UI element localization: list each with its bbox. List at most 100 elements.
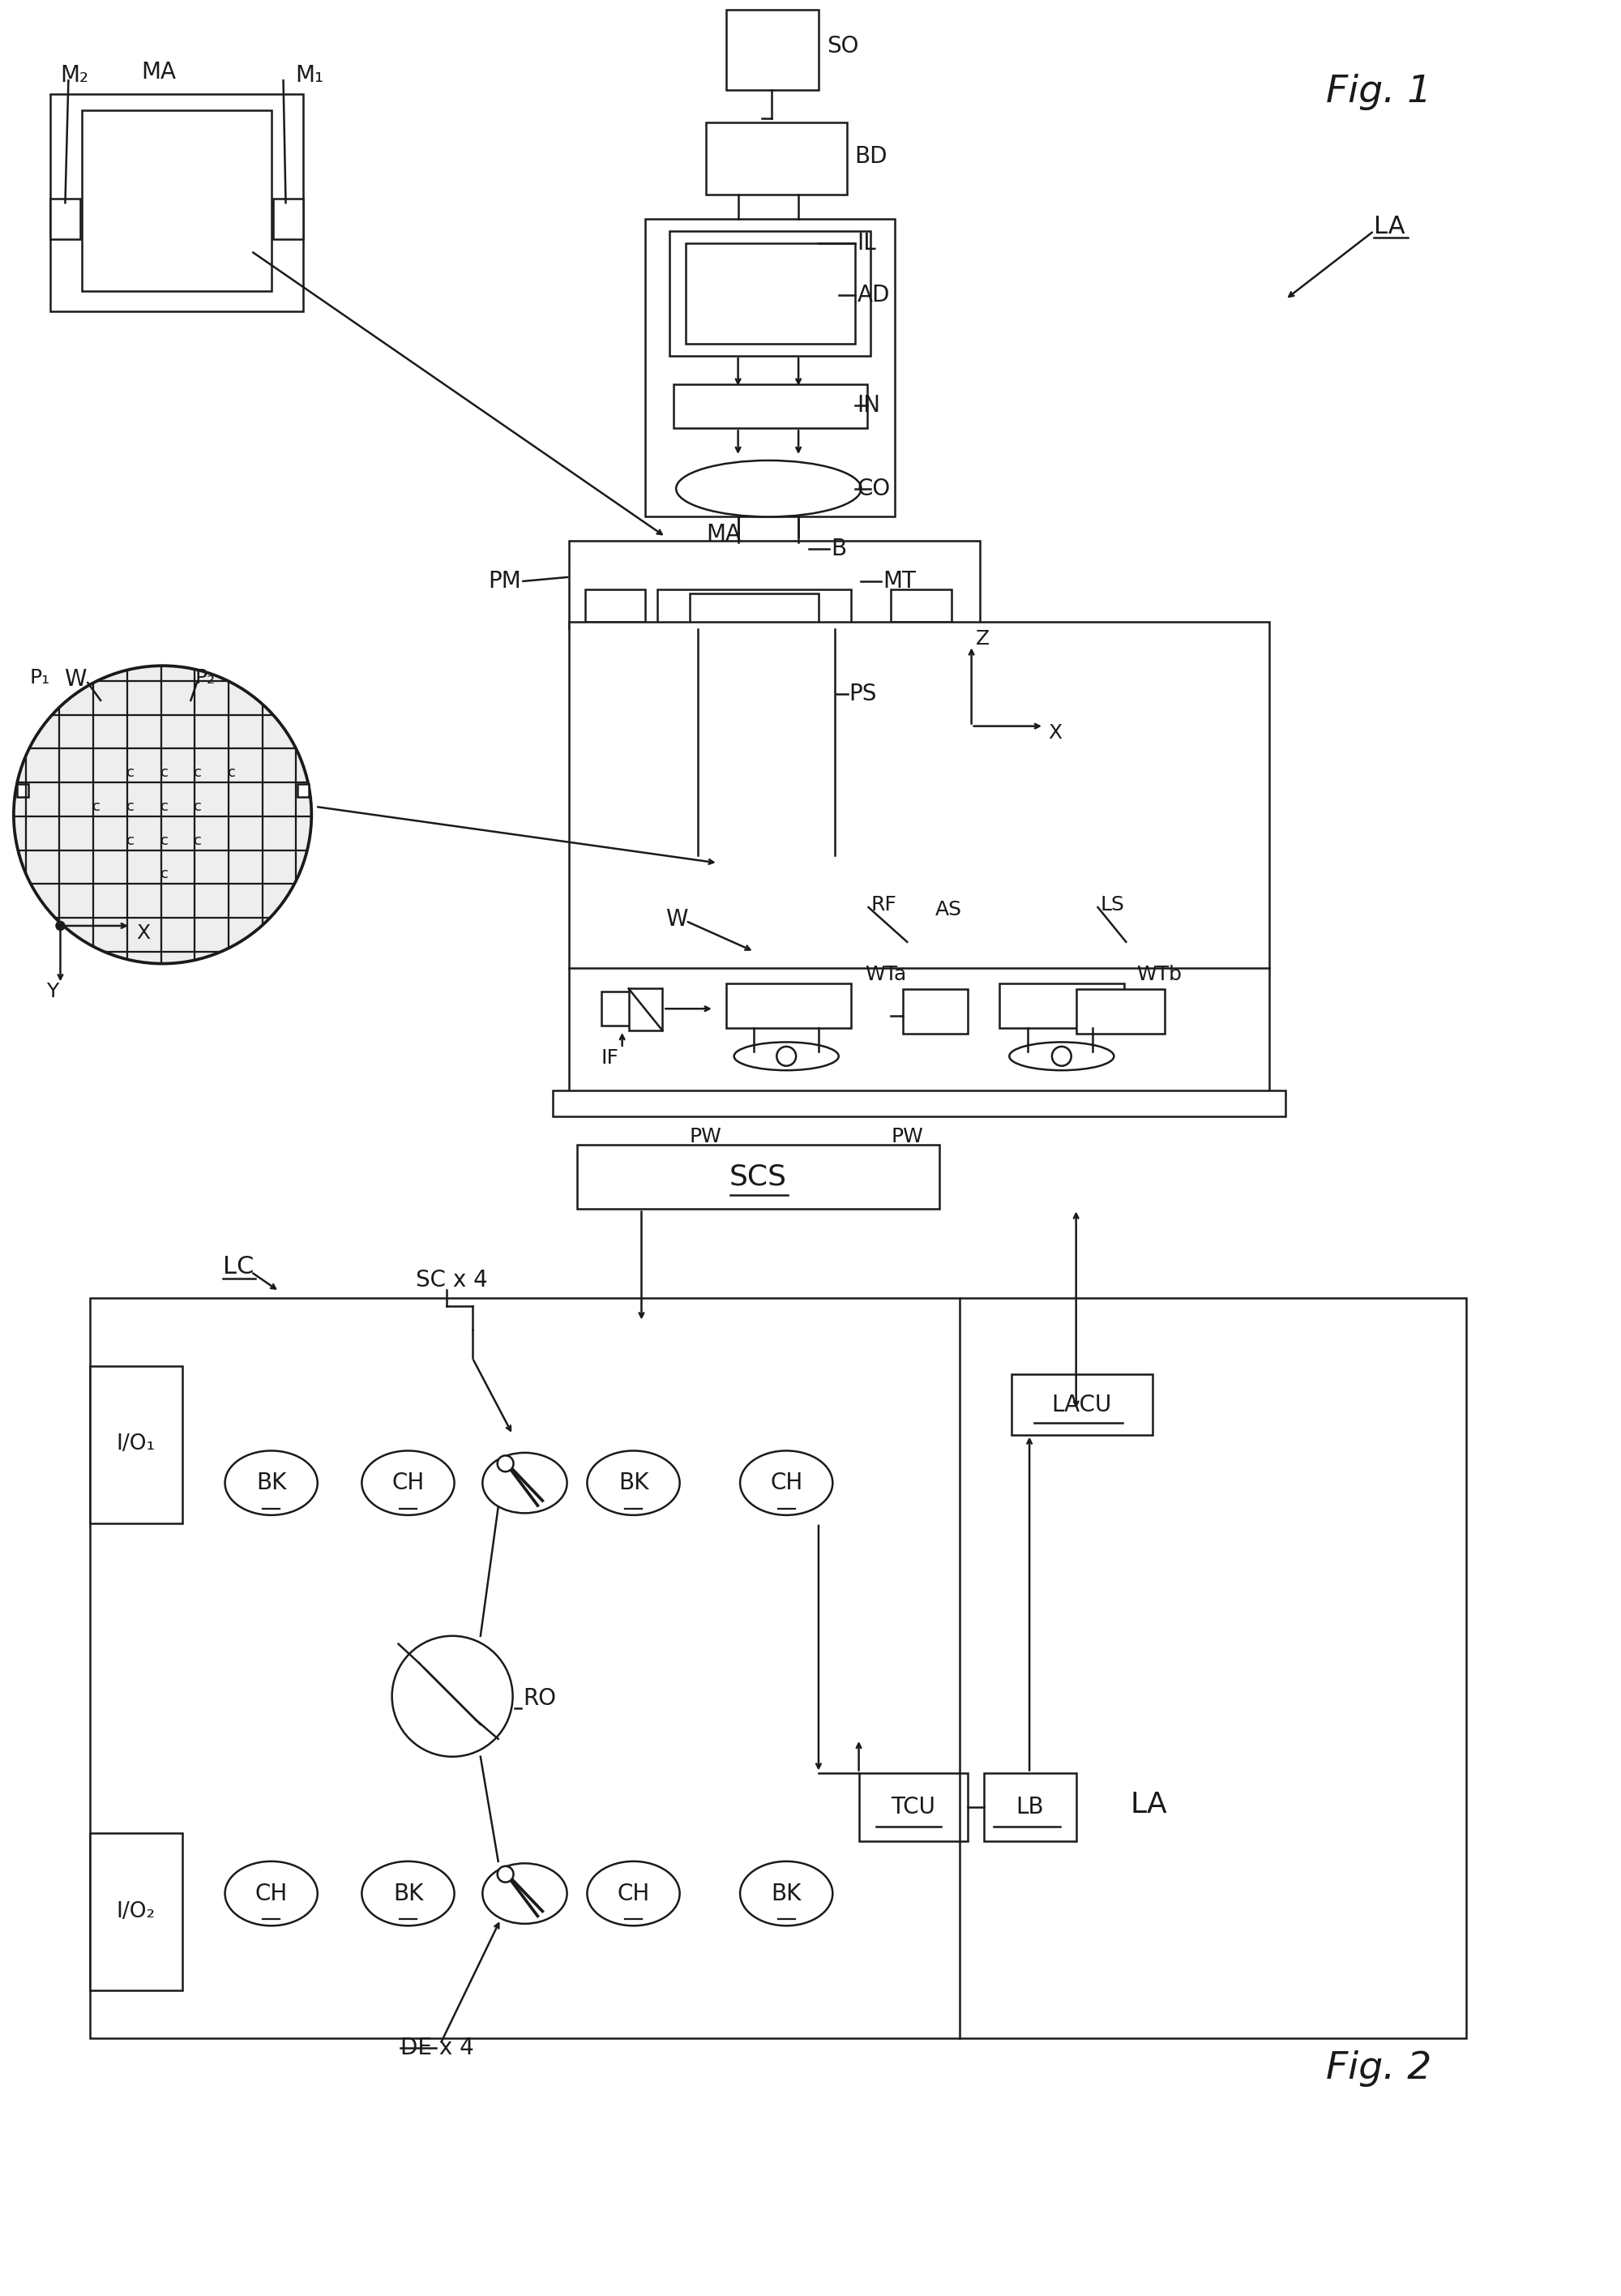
Bar xyxy=(553,1091,1285,1116)
Ellipse shape xyxy=(587,1862,679,1926)
Text: SC x 4: SC x 4 xyxy=(417,1270,488,1290)
Text: c: c xyxy=(195,765,203,781)
Text: CO: CO xyxy=(858,478,890,501)
Text: IN: IN xyxy=(858,395,880,418)
Text: I/O₁: I/O₁ xyxy=(117,1433,156,1456)
Text: X: X xyxy=(136,923,149,944)
Bar xyxy=(91,1832,183,1991)
Bar xyxy=(674,383,867,429)
Circle shape xyxy=(498,1456,514,1472)
Text: c: c xyxy=(229,765,235,781)
Text: BK: BK xyxy=(618,1472,648,1495)
Text: LA: LA xyxy=(1375,216,1405,239)
Text: I/O₂: I/O₂ xyxy=(117,1901,156,1922)
Text: c: c xyxy=(126,765,135,781)
Bar xyxy=(569,542,979,629)
Text: X: X xyxy=(1047,723,1062,742)
Text: LACU: LACU xyxy=(1052,1394,1112,1417)
Bar xyxy=(1012,1375,1153,1435)
Text: M₂: M₂ xyxy=(60,64,89,87)
Bar xyxy=(903,990,968,1033)
Text: AD: AD xyxy=(858,285,890,308)
Text: c: c xyxy=(126,799,135,815)
Text: MA: MA xyxy=(141,62,177,83)
Bar xyxy=(645,218,895,517)
Bar xyxy=(83,110,271,292)
Text: LS: LS xyxy=(1101,895,1125,914)
Text: Fig. 2: Fig. 2 xyxy=(1326,2050,1431,2087)
Text: BK: BK xyxy=(772,1883,801,1906)
Text: CH: CH xyxy=(770,1472,802,1495)
Text: RF: RF xyxy=(870,895,896,914)
Text: Z: Z xyxy=(976,629,989,650)
Ellipse shape xyxy=(734,1042,838,1070)
Bar xyxy=(585,590,645,622)
Bar xyxy=(859,1773,968,1841)
Circle shape xyxy=(57,921,65,930)
Text: IF: IF xyxy=(601,1047,619,1068)
Bar xyxy=(984,1773,1076,1841)
Text: c: c xyxy=(160,868,169,882)
Bar xyxy=(569,622,1269,1104)
Text: LA: LA xyxy=(1130,1791,1167,1818)
Bar xyxy=(601,992,635,1026)
Text: PW: PW xyxy=(892,1127,924,1146)
Ellipse shape xyxy=(587,1451,679,1515)
Ellipse shape xyxy=(483,1453,567,1513)
Text: LB: LB xyxy=(1015,1795,1044,1818)
Circle shape xyxy=(1052,1047,1071,1065)
Bar xyxy=(650,565,705,590)
Bar xyxy=(802,565,859,590)
Text: LC: LC xyxy=(224,1256,254,1279)
Circle shape xyxy=(776,1047,796,1065)
Text: CH: CH xyxy=(254,1883,287,1906)
Text: MA: MA xyxy=(705,523,741,546)
Bar xyxy=(726,9,819,90)
Text: c: c xyxy=(195,833,203,847)
Bar xyxy=(298,785,310,797)
Bar xyxy=(91,1366,183,1522)
Bar xyxy=(691,592,819,625)
Text: P₁: P₁ xyxy=(29,668,50,687)
Text: WTb: WTb xyxy=(1136,964,1182,983)
Text: PM: PM xyxy=(488,569,520,592)
Ellipse shape xyxy=(483,1864,567,1924)
Bar xyxy=(16,785,28,797)
Text: PS: PS xyxy=(849,682,877,705)
Ellipse shape xyxy=(361,1451,454,1515)
Text: c: c xyxy=(160,765,169,781)
Bar xyxy=(682,542,859,565)
Text: BD: BD xyxy=(854,145,888,168)
Circle shape xyxy=(392,1635,512,1756)
Ellipse shape xyxy=(225,1451,318,1515)
Ellipse shape xyxy=(361,1862,454,1926)
Ellipse shape xyxy=(676,461,861,517)
Bar xyxy=(669,232,870,356)
Bar xyxy=(726,983,851,1029)
Text: MT: MT xyxy=(883,569,916,592)
Bar xyxy=(705,122,846,195)
Text: W: W xyxy=(63,668,86,691)
Ellipse shape xyxy=(1010,1042,1114,1070)
Ellipse shape xyxy=(225,1862,318,1926)
Text: SO: SO xyxy=(827,34,859,57)
Text: PW: PW xyxy=(689,1127,721,1146)
Bar xyxy=(50,200,81,239)
Text: Fig. 1: Fig. 1 xyxy=(1326,73,1431,110)
Text: P₂: P₂ xyxy=(195,668,216,687)
Bar xyxy=(577,1146,939,1210)
Bar xyxy=(629,990,663,1031)
Bar xyxy=(658,590,851,629)
Bar xyxy=(272,200,303,239)
Ellipse shape xyxy=(741,1862,833,1926)
Text: M₁: M₁ xyxy=(295,64,324,87)
Text: RO: RO xyxy=(524,1688,556,1711)
Text: c: c xyxy=(92,799,101,815)
Bar xyxy=(1000,983,1125,1029)
Bar xyxy=(91,1297,1467,2039)
Text: AS: AS xyxy=(935,900,961,918)
Text: SCS: SCS xyxy=(729,1164,786,1192)
Text: IL: IL xyxy=(858,232,877,255)
Bar xyxy=(50,94,303,312)
Circle shape xyxy=(968,723,976,730)
